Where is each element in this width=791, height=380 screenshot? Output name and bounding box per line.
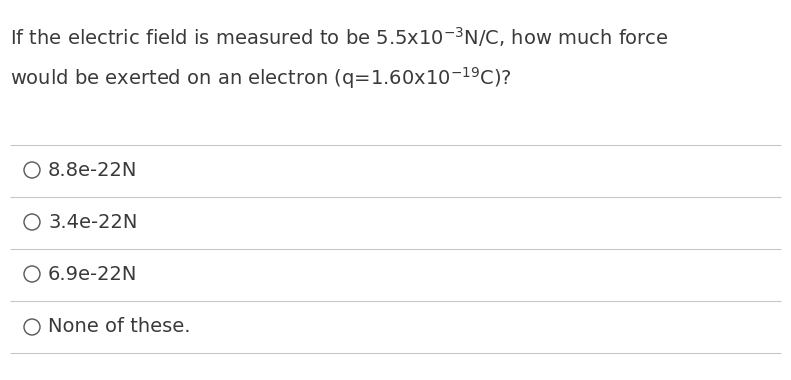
Text: 6.9e-22N: 6.9e-22N — [48, 264, 138, 283]
Text: would be exerted on an electron (q=1.60x10$^{-19}$C)?: would be exerted on an electron (q=1.60x… — [10, 65, 512, 91]
Text: None of these.: None of these. — [48, 318, 191, 337]
Text: 8.8e-22N: 8.8e-22N — [48, 160, 138, 179]
Text: 3.4e-22N: 3.4e-22N — [48, 212, 138, 231]
Text: If the electric field is measured to be 5.5x10$^{-3}$N/C, how much force: If the electric field is measured to be … — [10, 25, 668, 49]
